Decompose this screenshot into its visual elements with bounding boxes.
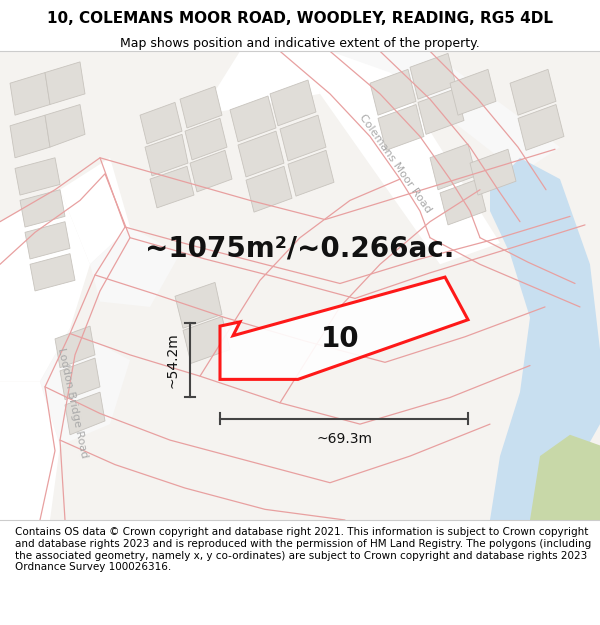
Polygon shape	[60, 358, 100, 399]
Polygon shape	[410, 53, 456, 99]
Polygon shape	[0, 381, 60, 520]
Text: 10: 10	[320, 325, 359, 353]
Polygon shape	[378, 104, 424, 151]
Polygon shape	[60, 158, 130, 264]
Polygon shape	[288, 151, 334, 196]
Polygon shape	[280, 115, 326, 161]
Text: Map shows position and indicative extent of the property.: Map shows position and indicative extent…	[120, 37, 480, 50]
Polygon shape	[370, 69, 416, 115]
Polygon shape	[0, 51, 600, 520]
Polygon shape	[65, 392, 105, 435]
Polygon shape	[20, 190, 65, 227]
Polygon shape	[230, 96, 276, 142]
Polygon shape	[270, 80, 316, 126]
Polygon shape	[45, 104, 85, 147]
Polygon shape	[185, 118, 227, 160]
Text: ~54.2m: ~54.2m	[166, 332, 180, 388]
Polygon shape	[10, 115, 50, 158]
Polygon shape	[90, 227, 180, 307]
Polygon shape	[220, 277, 468, 379]
Text: Loddon Bridge Road: Loddon Bridge Road	[56, 347, 89, 459]
Polygon shape	[450, 69, 496, 115]
Polygon shape	[40, 328, 130, 446]
Polygon shape	[518, 104, 564, 151]
Polygon shape	[175, 282, 222, 328]
Polygon shape	[0, 190, 90, 381]
Text: ~1075m²/~0.266ac.: ~1075m²/~0.266ac.	[145, 234, 455, 262]
Polygon shape	[510, 69, 556, 115]
Polygon shape	[45, 62, 85, 104]
Text: ~69.3m: ~69.3m	[316, 432, 372, 446]
Polygon shape	[180, 86, 222, 128]
Polygon shape	[190, 151, 232, 192]
Polygon shape	[238, 131, 284, 177]
Polygon shape	[430, 144, 476, 190]
Polygon shape	[55, 326, 95, 367]
Polygon shape	[25, 222, 70, 259]
Polygon shape	[246, 166, 292, 212]
Polygon shape	[140, 102, 182, 144]
Polygon shape	[490, 158, 600, 520]
Polygon shape	[330, 51, 560, 174]
Polygon shape	[10, 72, 50, 115]
Polygon shape	[183, 316, 230, 363]
Polygon shape	[15, 158, 60, 195]
Polygon shape	[30, 254, 75, 291]
Polygon shape	[300, 51, 500, 264]
Polygon shape	[418, 89, 464, 134]
Polygon shape	[200, 51, 320, 115]
Text: 10, COLEMANS MOOR ROAD, WOODLEY, READING, RG5 4DL: 10, COLEMANS MOOR ROAD, WOODLEY, READING…	[47, 11, 553, 26]
Polygon shape	[440, 179, 486, 225]
Polygon shape	[530, 435, 600, 520]
Polygon shape	[145, 134, 188, 176]
Polygon shape	[150, 166, 194, 208]
Polygon shape	[470, 149, 516, 195]
Text: Colemans Moor Road: Colemans Moor Road	[357, 112, 433, 214]
Text: Contains OS data © Crown copyright and database right 2021. This information is : Contains OS data © Crown copyright and d…	[15, 528, 591, 572]
